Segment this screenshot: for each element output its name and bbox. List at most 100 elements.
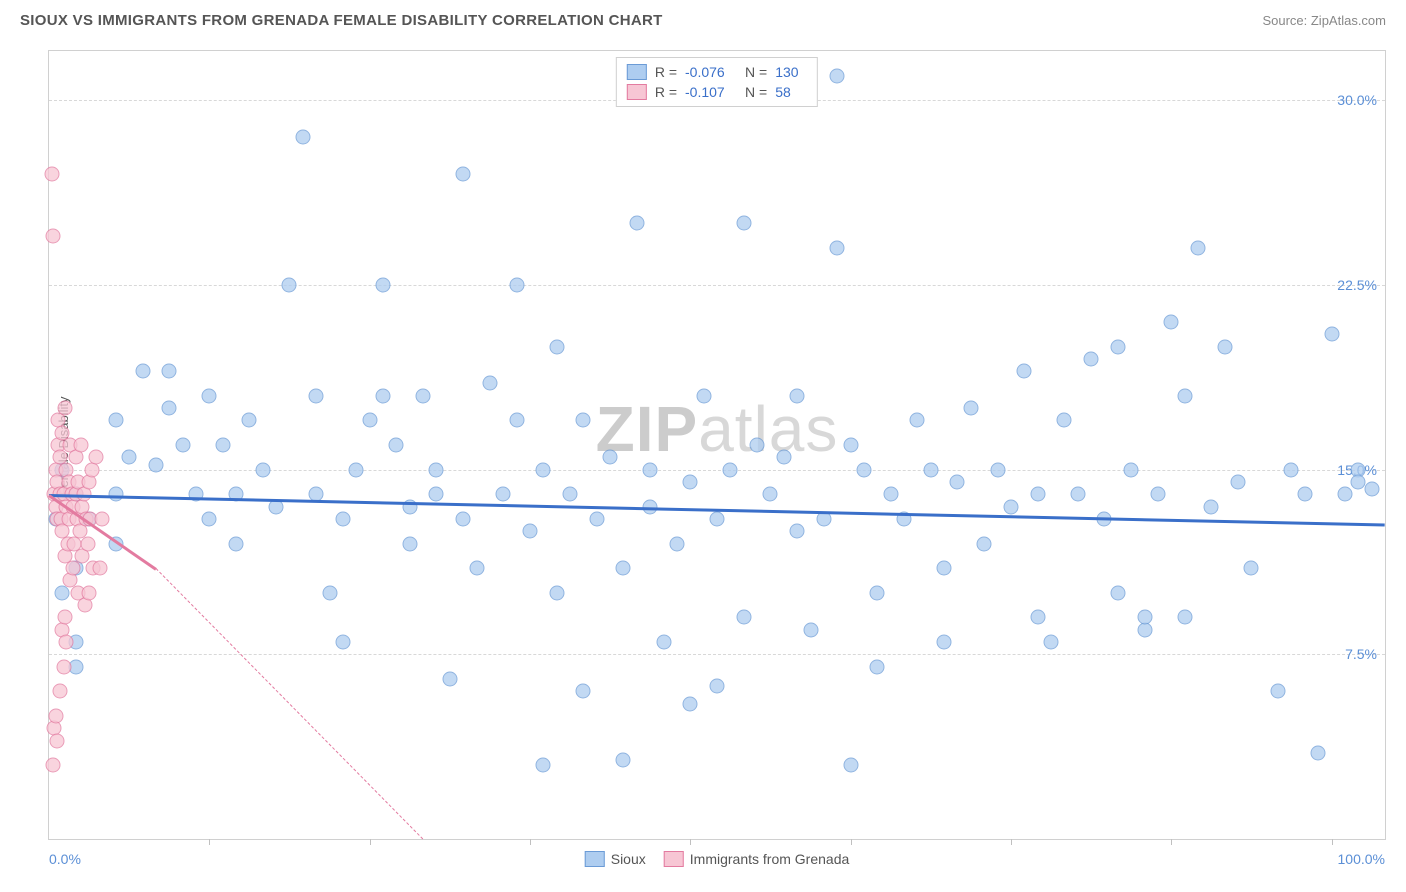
data-point xyxy=(1337,487,1352,502)
x-tick xyxy=(690,839,691,845)
data-point xyxy=(616,753,631,768)
data-point xyxy=(736,216,751,231)
data-point xyxy=(52,684,67,699)
data-point xyxy=(429,462,444,477)
data-point xyxy=(469,561,484,576)
data-point xyxy=(74,438,89,453)
data-point xyxy=(763,487,778,502)
data-point xyxy=(509,413,524,428)
data-point xyxy=(870,585,885,600)
data-point xyxy=(803,622,818,637)
data-point xyxy=(536,462,551,477)
data-point xyxy=(603,450,618,465)
gridline xyxy=(49,285,1385,286)
data-point xyxy=(175,438,190,453)
data-point xyxy=(335,511,350,526)
x-tick xyxy=(370,839,371,845)
data-point xyxy=(589,511,604,526)
data-point xyxy=(88,450,103,465)
gridline xyxy=(49,470,1385,471)
data-point xyxy=(389,438,404,453)
data-point xyxy=(522,524,537,539)
data-point xyxy=(58,401,73,416)
data-point xyxy=(80,536,95,551)
data-point xyxy=(937,635,952,650)
data-point xyxy=(50,733,65,748)
data-point xyxy=(376,277,391,292)
legend-row: R =-0.107N =58 xyxy=(627,82,807,102)
data-point xyxy=(683,696,698,711)
data-point xyxy=(723,462,738,477)
data-point xyxy=(46,228,61,243)
data-point xyxy=(1110,585,1125,600)
r-label: R = xyxy=(655,84,677,100)
data-point xyxy=(362,413,377,428)
data-point xyxy=(683,474,698,489)
r-label: R = xyxy=(655,64,677,80)
r-value: -0.076 xyxy=(685,64,737,80)
data-point xyxy=(1217,339,1232,354)
watermark: ZIPatlas xyxy=(596,392,839,466)
legend-item: Immigrants from Grenada xyxy=(664,851,850,867)
data-point xyxy=(1017,364,1032,379)
data-point xyxy=(215,438,230,453)
data-point xyxy=(1324,327,1339,342)
data-point xyxy=(82,585,97,600)
data-point xyxy=(122,450,137,465)
data-point xyxy=(1137,610,1152,625)
data-point xyxy=(790,524,805,539)
data-point xyxy=(1364,482,1379,497)
series-name: Sioux xyxy=(611,851,646,867)
data-point xyxy=(95,511,110,526)
data-point xyxy=(46,758,61,773)
data-point xyxy=(402,536,417,551)
data-point xyxy=(295,130,310,145)
data-point xyxy=(1190,241,1205,256)
data-point xyxy=(229,536,244,551)
data-point xyxy=(148,457,163,472)
data-point xyxy=(456,167,471,182)
data-point xyxy=(1244,561,1259,576)
data-point xyxy=(255,462,270,477)
data-point xyxy=(1070,487,1085,502)
data-point xyxy=(790,388,805,403)
correlation-legend: R =-0.076N =130R =-0.107N =58 xyxy=(616,57,818,107)
data-point xyxy=(509,277,524,292)
data-point xyxy=(643,462,658,477)
regression-line xyxy=(156,568,424,840)
r-value: -0.107 xyxy=(685,84,737,100)
data-point xyxy=(923,462,938,477)
data-point xyxy=(1003,499,1018,514)
x-tick xyxy=(1011,839,1012,845)
y-tick-label: 22.5% xyxy=(1337,277,1377,293)
data-point xyxy=(135,364,150,379)
n-value: 58 xyxy=(775,84,807,100)
data-point xyxy=(376,388,391,403)
data-point xyxy=(990,462,1005,477)
data-point xyxy=(429,487,444,502)
x-tick xyxy=(851,839,852,845)
data-point xyxy=(576,413,591,428)
data-point xyxy=(1297,487,1312,502)
data-point xyxy=(696,388,711,403)
data-point xyxy=(162,364,177,379)
data-point xyxy=(669,536,684,551)
gridline xyxy=(49,654,1385,655)
x-tick xyxy=(209,839,210,845)
data-point xyxy=(656,635,671,650)
data-point xyxy=(1044,635,1059,650)
data-point xyxy=(1177,610,1192,625)
data-point xyxy=(1084,351,1099,366)
data-point xyxy=(750,438,765,453)
data-point xyxy=(576,684,591,699)
data-point xyxy=(1110,339,1125,354)
data-point xyxy=(56,659,71,674)
legend-row: R =-0.076N =130 xyxy=(627,62,807,82)
data-point xyxy=(963,401,978,416)
data-point xyxy=(59,635,74,650)
data-point xyxy=(162,401,177,416)
data-point xyxy=(242,413,257,428)
data-point xyxy=(1177,388,1192,403)
data-point xyxy=(1311,745,1326,760)
data-point xyxy=(416,388,431,403)
